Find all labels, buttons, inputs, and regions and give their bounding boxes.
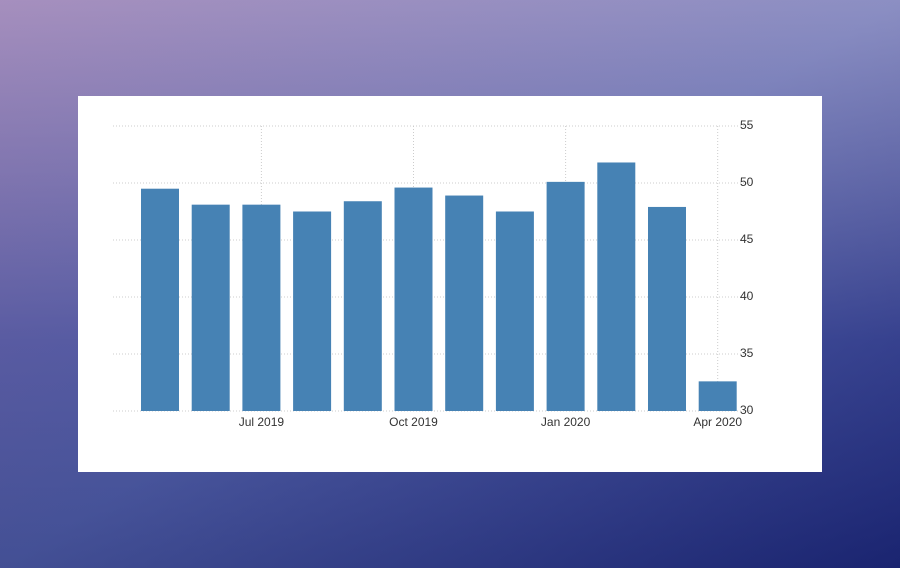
y-tick-label: 50 [740, 175, 754, 189]
x-tick-label: Jul 2019 [239, 415, 285, 429]
y-tick-label: 40 [740, 289, 754, 303]
bar [698, 381, 737, 411]
bar [191, 204, 230, 411]
bar [445, 195, 484, 411]
bar [141, 188, 179, 411]
x-tick-label: Apr 2020 [693, 415, 742, 429]
bar [546, 181, 585, 411]
bar [343, 201, 382, 411]
bar [597, 162, 636, 411]
y-tick-label: 30 [740, 403, 754, 417]
bar [495, 211, 534, 411]
chart-panel: Jul 2019 Oct 2019 Jan 2020 Apr 2020 30 35 40 45… [78, 96, 822, 472]
bar [293, 211, 332, 411]
y-tick-label: 45 [740, 232, 754, 246]
bar [648, 206, 686, 411]
y-tick-label: 35 [740, 346, 754, 360]
x-tick-label: Oct 2019 [389, 415, 438, 429]
x-tick-label: Jan 2020 [541, 415, 591, 429]
bar [394, 187, 433, 411]
bar [242, 204, 281, 411]
y-tick-label: 55 [740, 118, 754, 132]
